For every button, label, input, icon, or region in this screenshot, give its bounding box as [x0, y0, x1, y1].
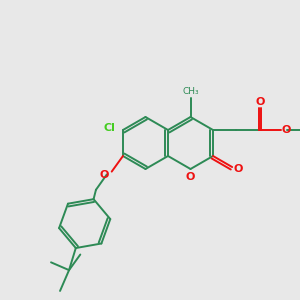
Text: O: O: [186, 172, 195, 182]
Text: Cl: Cl: [103, 123, 115, 133]
Text: O: O: [256, 97, 265, 107]
Text: O: O: [99, 169, 108, 180]
Text: O: O: [233, 164, 243, 174]
Text: O: O: [282, 125, 291, 135]
Text: CH₃: CH₃: [182, 87, 199, 96]
